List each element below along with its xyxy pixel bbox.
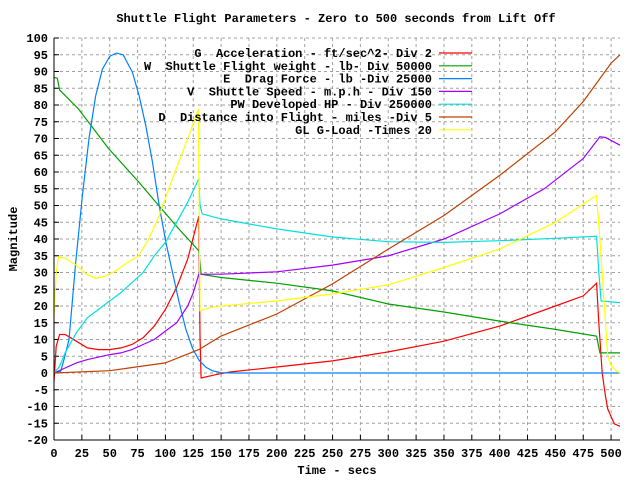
y-tick-label: 5 [41, 350, 48, 364]
x-tick-label: 150 [210, 447, 232, 461]
legend-label: G Acceleration - ft/sec^2- Div 2 [194, 47, 432, 61]
series-lines [53, 52, 621, 427]
x-tick-label: 50 [103, 447, 117, 461]
x-tick-label: 0 [50, 447, 57, 461]
x-tick-label: 350 [433, 447, 455, 461]
y-tick-label: 35 [34, 250, 48, 264]
legend-label: GL G-Load -Times 20 [295, 124, 432, 138]
x-tick-label: 500 [600, 447, 622, 461]
x-tick-label: 450 [545, 447, 567, 461]
y-tick-label: 55 [34, 183, 48, 197]
series-line-5 [53, 54, 621, 374]
y-tick-label: 85 [34, 82, 48, 96]
y-tick-label: 0 [41, 367, 48, 381]
y-tick-label: -20 [26, 434, 48, 448]
series-line-0 [53, 216, 621, 427]
series-line-2 [53, 52, 620, 374]
x-tick-label: 75 [130, 447, 144, 461]
y-tick-label: 75 [34, 116, 48, 130]
x-tick-label: 250 [322, 447, 344, 461]
y-tick-label: -10 [26, 401, 48, 415]
y-tick-label: 90 [34, 66, 48, 80]
x-tick-label: 275 [350, 447, 372, 461]
x-tick-label: 475 [572, 447, 594, 461]
legend-label: PW Developed HP - Div 250000 [230, 98, 432, 112]
x-tick-label: 325 [405, 447, 427, 461]
y-tick-label: 50 [34, 200, 48, 214]
axis-ticks: 0 25 50 75 100 125 150 175 200 225 250 275 300 325 350… [26, 32, 622, 461]
y-tick-label: 45 [34, 216, 48, 230]
series-line-3 [53, 136, 621, 374]
x-tick-label: 300 [377, 447, 399, 461]
y-tick-label: 15 [34, 317, 48, 331]
y-axis-label: Magnitude [7, 207, 21, 272]
y-tick-label: -5 [34, 384, 48, 398]
legend-label: V Shuttle Speed - m.p.h - Div 150 [187, 85, 432, 99]
x-tick-label: 375 [461, 447, 483, 461]
y-tick-label: 70 [34, 133, 48, 147]
y-tick-label: 30 [34, 267, 48, 281]
x-tick-label: 225 [294, 447, 316, 461]
y-tick-label: 65 [34, 149, 48, 163]
legend-label: E Drag Force - lb -Div 25000 [223, 73, 432, 87]
x-tick-label: 125 [182, 447, 204, 461]
x-axis-label: Time - secs [297, 464, 376, 478]
y-tick-label: 40 [34, 233, 48, 247]
x-tick-label: 200 [266, 447, 288, 461]
legend-label: D Distance into Flight - miles -Div 5 [158, 111, 432, 125]
x-tick-label: 400 [489, 447, 511, 461]
y-tick-label: 100 [26, 32, 48, 46]
y-tick-label: 25 [34, 283, 48, 297]
y-tick-label: -15 [26, 417, 48, 431]
series-line-6 [53, 108, 621, 374]
y-tick-label: 95 [34, 49, 48, 63]
y-tick-label: 60 [34, 166, 48, 180]
legend-label: W Shuttle Flight weight - lb- Div 50000 [144, 60, 432, 74]
legend: G Acceleration - ft/sec^2- Div 2W Shuttl… [144, 47, 472, 138]
x-tick-label: 175 [238, 447, 260, 461]
y-tick-label: 20 [34, 300, 48, 314]
chart-title: Shuttle Flight Parameters - Zero to 500 … [116, 12, 555, 26]
series-line-4 [53, 178, 621, 374]
x-tick-label: 100 [155, 447, 177, 461]
x-tick-label: 25 [75, 447, 89, 461]
x-tick-label: 425 [517, 447, 539, 461]
y-tick-label: 10 [34, 334, 48, 348]
y-tick-label: 80 [34, 99, 48, 113]
